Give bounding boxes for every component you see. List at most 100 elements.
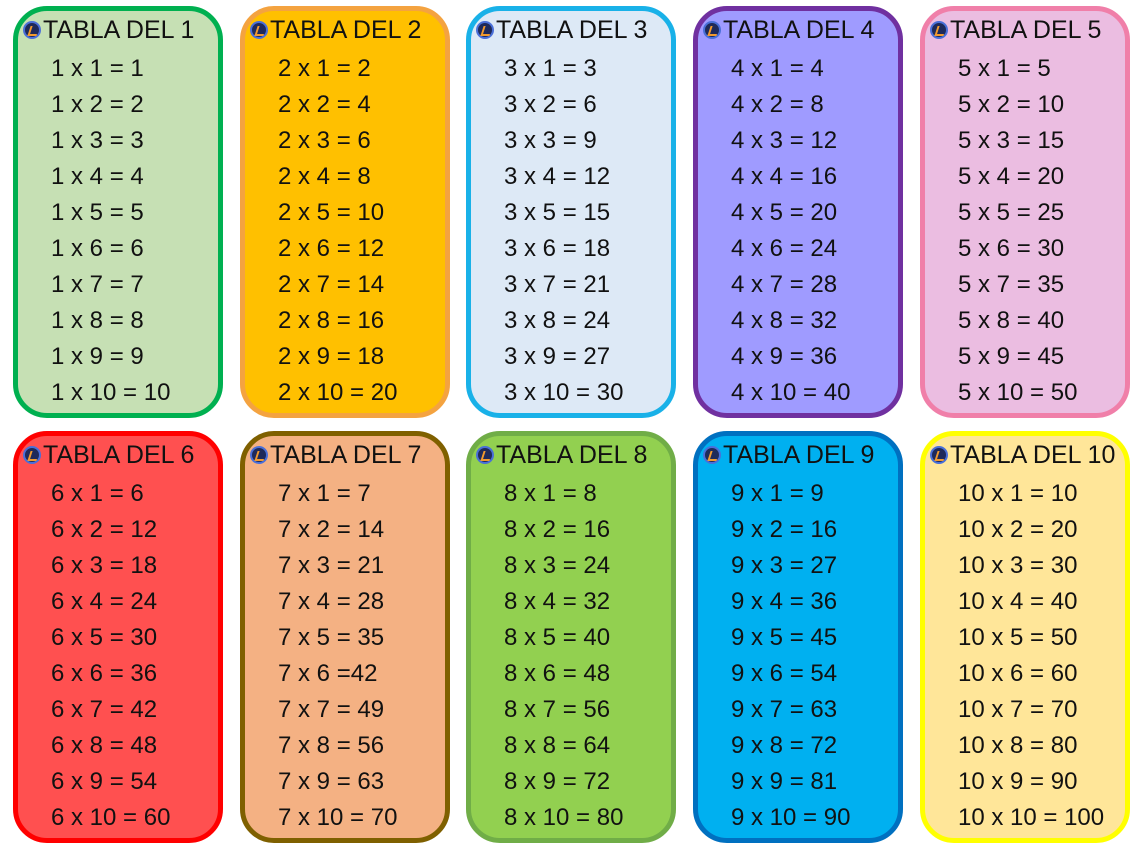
multiplication-row: 7 x 1 = 7 <box>278 480 371 507</box>
logo-icon <box>23 21 41 39</box>
multiplication-row: 1 x 6 = 6 <box>51 235 144 262</box>
table-card-8: TABLA DEL 8 8 x 1 = 8 8 x 2 = 16 8 x 3 = 24… <box>466 431 676 843</box>
multiplication-row: 10 x 6 = 60 <box>958 660 1078 687</box>
table-card-6: TABLA DEL 6 6 x 1 = 6 6 x 2 = 12 6 x 3 = 18… <box>13 431 223 843</box>
multiplication-row: 1 x 7 = 7 <box>51 271 144 298</box>
multiplication-row: 9 x 7 = 63 <box>731 696 838 723</box>
multiplication-list: 1 x 1 = 1 1 x 2 = 2 1 x 3 = 3 1 x 4 = 4 1 x … <box>18 51 218 411</box>
multiplication-row: 2 x 5 = 10 <box>278 199 385 226</box>
table-card-7: TABLA DEL 7 7 x 1 = 7 7 x 2 = 14 7 x 3 = 21… <box>240 431 450 843</box>
multiplication-list: 4 x 1 = 4 4 x 2 = 8 4 x 3 = 12 4 x 4 = 16 4 … <box>698 51 898 411</box>
multiplication-row: 6 x 10 = 60 <box>51 804 171 831</box>
multiplication-row: 6 x 7 = 42 <box>51 696 158 723</box>
multiplication-row: 10 x 5 = 50 <box>958 624 1078 651</box>
table-header: TABLA DEL 7 <box>245 440 421 470</box>
logo-icon <box>930 446 948 464</box>
multiplication-row: 8 x 1 = 8 <box>504 480 597 507</box>
multiplication-list: 3 x 1 = 3 3 x 2 = 6 3 x 3 = 9 3 x 4 = 12 3 x… <box>471 51 671 411</box>
multiplication-row: 7 x 6 =42 <box>278 660 378 687</box>
multiplication-row: 6 x 8 = 48 <box>51 732 158 759</box>
multiplication-row: 2 x 2 = 4 <box>278 91 371 118</box>
multiplication-row: 8 x 5 = 40 <box>504 624 611 651</box>
multiplication-row: 9 x 1 = 9 <box>731 480 824 507</box>
multiplication-row: 7 x 3 = 21 <box>278 552 385 579</box>
table-title: TABLA DEL 3 <box>496 16 648 44</box>
multiplication-row: 5 x 3 = 15 <box>958 127 1065 154</box>
multiplication-row: 8 x 3 = 24 <box>504 552 611 579</box>
multiplication-row: 3 x 8 = 24 <box>504 307 611 334</box>
table-title: TABLA DEL 2 <box>270 16 422 44</box>
multiplication-row: 7 x 7 = 49 <box>278 696 385 723</box>
multiplication-row: 6 x 6 = 36 <box>51 660 158 687</box>
table-card-10: TABLA DEL 10 10 x 1 = 10 10 x 2 = 20 10 x 3… <box>920 431 1130 843</box>
multiplication-row: 2 x 7 = 14 <box>278 271 385 298</box>
multiplication-row: 1 x 2 = 2 <box>51 91 144 118</box>
multiplication-list: 8 x 1 = 8 8 x 2 = 16 8 x 3 = 24 8 x 4 = 32 8… <box>471 476 671 836</box>
logo-icon <box>250 21 268 39</box>
multiplication-row: 10 x 9 = 90 <box>958 768 1078 795</box>
multiplication-row: 5 x 4 = 20 <box>958 163 1065 190</box>
table-header: TABLA DEL 8 <box>471 440 647 470</box>
multiplication-row: 9 x 10 = 90 <box>731 804 851 831</box>
multiplication-row: 9 x 6 = 54 <box>731 660 838 687</box>
multiplication-row: 7 x 8 = 56 <box>278 732 385 759</box>
table-header: TABLA DEL 3 <box>471 15 647 45</box>
multiplication-row: 4 x 6 = 24 <box>731 235 838 262</box>
multiplication-row: 7 x 9 = 63 <box>278 768 385 795</box>
multiplication-row: 9 x 9 = 81 <box>731 768 838 795</box>
multiplication-list: 9 x 1 = 9 9 x 2 = 16 9 x 3 = 27 9 x 4 = 36 9… <box>698 476 898 836</box>
multiplication-list: 5 x 1 = 5 5 x 2 = 10 5 x 3 = 15 5 x 4 = 20 5… <box>925 51 1125 411</box>
multiplication-row: 8 x 4 = 32 <box>504 588 611 615</box>
multiplication-row: 4 x 9 = 36 <box>731 343 838 370</box>
multiplication-row: 3 x 4 = 12 <box>504 163 611 190</box>
multiplication-row: 2 x 8 = 16 <box>278 307 385 334</box>
multiplication-row: 10 x 10 = 100 <box>958 804 1105 831</box>
table-header: TABLA DEL 1 <box>18 15 194 45</box>
multiplication-row: 6 x 2 = 12 <box>51 516 158 543</box>
multiplication-list: 6 x 1 = 6 6 x 2 = 12 6 x 3 = 18 6 x 4 = 24 6… <box>18 476 218 836</box>
multiplication-row: 2 x 4 = 8 <box>278 163 371 190</box>
multiplication-row: 6 x 5 = 30 <box>51 624 158 651</box>
multiplication-row: 1 x 3 = 3 <box>51 127 144 154</box>
multiplication-row: 5 x 10 = 50 <box>958 379 1078 406</box>
table-title: TABLA DEL 8 <box>496 441 648 469</box>
multiplication-row: 10 x 8 = 80 <box>958 732 1078 759</box>
multiplication-list: 10 x 1 = 10 10 x 2 = 20 10 x 3 = 30 10 x 4 … <box>925 476 1125 836</box>
multiplication-row: 3 x 3 = 9 <box>504 127 597 154</box>
multiplication-row: 2 x 1 = 2 <box>278 55 371 82</box>
multiplication-row: 9 x 8 = 72 <box>731 732 838 759</box>
multiplication-row: 4 x 5 = 20 <box>731 199 838 226</box>
multiplication-row: 5 x 1 = 5 <box>958 55 1051 82</box>
multiplication-row: 4 x 2 = 8 <box>731 91 824 118</box>
table-title: TABLA DEL 6 <box>43 441 195 469</box>
multiplication-row: 6 x 1 = 6 <box>51 480 144 507</box>
table-card-5: TABLA DEL 5 5 x 1 = 5 5 x 2 = 10 5 x 3 = 15… <box>920 6 1130 418</box>
multiplication-row: 2 x 6 = 12 <box>278 235 385 262</box>
multiplication-row: 1 x 9 = 9 <box>51 343 144 370</box>
table-header: TABLA DEL 5 <box>925 15 1101 45</box>
logo-icon <box>703 21 721 39</box>
table-card-9: TABLA DEL 9 9 x 1 = 9 9 x 2 = 16 9 x 3 = 27… <box>693 431 903 843</box>
table-header: TABLA DEL 10 <box>925 440 1115 470</box>
multiplication-row: 7 x 5 = 35 <box>278 624 385 651</box>
logo-icon <box>476 446 494 464</box>
multiplication-row: 1 x 1 = 1 <box>51 55 144 82</box>
multiplication-row: 5 x 2 = 10 <box>958 91 1065 118</box>
multiplication-row: 5 x 7 = 35 <box>958 271 1065 298</box>
multiplication-row: 3 x 5 = 15 <box>504 199 611 226</box>
multiplication-row: 3 x 6 = 18 <box>504 235 611 262</box>
logo-icon <box>23 446 41 464</box>
logo-icon <box>930 21 948 39</box>
multiplication-row: 1 x 8 = 8 <box>51 307 144 334</box>
multiplication-row: 5 x 5 = 25 <box>958 199 1065 226</box>
logo-icon <box>250 446 268 464</box>
multiplication-list: 7 x 1 = 7 7 x 2 = 14 7 x 3 = 21 7 x 4 = 28 7… <box>245 476 445 836</box>
table-title: TABLA DEL 9 <box>723 441 875 469</box>
multiplication-list: 2 x 1 = 2 2 x 2 = 4 2 x 3 = 6 2 x 4 = 8 2 x … <box>245 51 445 411</box>
multiplication-row: 10 x 2 = 20 <box>958 516 1078 543</box>
multiplication-row: 8 x 9 = 72 <box>504 768 611 795</box>
multiplication-row: 4 x 1 = 4 <box>731 55 824 82</box>
multiplication-row: 2 x 10 = 20 <box>278 379 398 406</box>
multiplication-row: 7 x 10 = 70 <box>278 804 398 831</box>
multiplication-row: 2 x 9 = 18 <box>278 343 385 370</box>
